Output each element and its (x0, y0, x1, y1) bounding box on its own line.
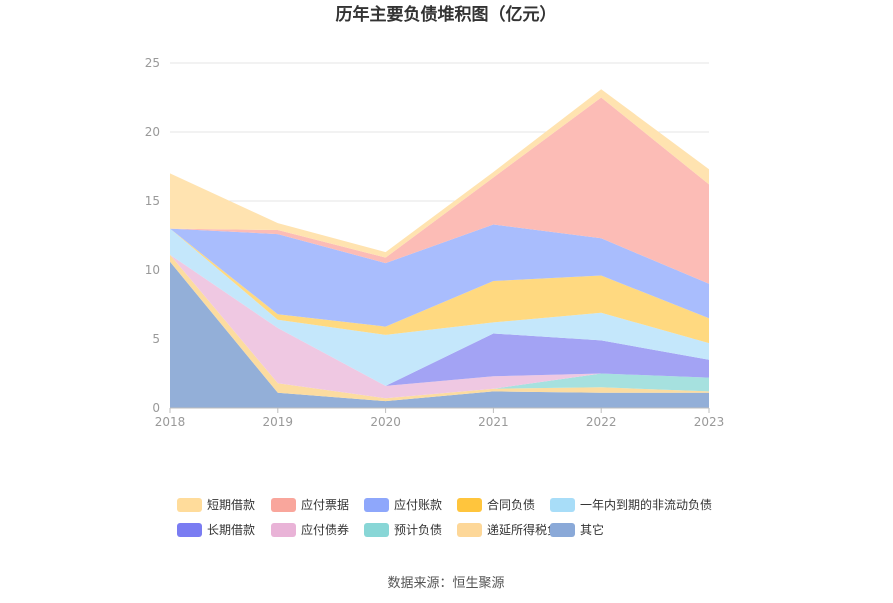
series-area (170, 97, 709, 284)
legend-item[interactable]: 应付债券 (271, 522, 349, 537)
y-tick-label: 10 (145, 263, 160, 277)
legend-item[interactable]: 预计负债 (364, 523, 442, 537)
legend-label: 预计负债 (394, 523, 442, 537)
legend-swatch (550, 498, 575, 512)
y-tick-label: 0 (152, 401, 160, 415)
series-area (170, 261, 709, 408)
series-area (170, 228, 709, 344)
legend-swatch (364, 523, 389, 537)
legend-item[interactable]: 长期借款 (177, 523, 255, 537)
y-tick-label: 25 (145, 56, 160, 70)
legend-label: 应付债券 (301, 522, 349, 537)
legend-swatch (177, 523, 202, 537)
axes: 0 5 10 15 20 25 2018 2019 2020 2021 2022 2023 (145, 56, 725, 429)
legend-label: 长期借款 (207, 523, 255, 537)
series-area (170, 254, 709, 386)
areas (170, 89, 709, 408)
legend-item[interactable]: 应付账款 (364, 497, 442, 512)
x-tick-label: 2019 (263, 415, 294, 429)
x-tick-label: 2020 (370, 415, 401, 429)
legend-item[interactable]: 其它 (550, 522, 604, 537)
legend-label: 一年内到期的非流动负债 (580, 497, 712, 512)
series-area (170, 254, 709, 399)
y-tick-label: 15 (145, 194, 160, 208)
legend-item[interactable]: 一年内到期的非流动负债 (550, 497, 712, 512)
legend-label: 应付票据 (301, 497, 349, 512)
legend-swatch (457, 498, 482, 512)
legend-label: 应付账款 (394, 497, 442, 512)
legend-swatch (177, 498, 202, 512)
series-area (170, 254, 709, 399)
legend-label: 合同负债 (487, 497, 535, 512)
x-tick-label: 2018 (155, 415, 186, 429)
legend-swatch (271, 523, 296, 537)
legend-label: 短期借款 (207, 498, 255, 512)
x-tick-label: 2022 (586, 415, 617, 429)
data-source: 数据来源：恒生聚源 (387, 576, 504, 591)
series-area (170, 228, 709, 386)
y-tick-label: 20 (145, 125, 160, 139)
legend-label: 其它 (580, 522, 604, 537)
series-area (170, 224, 709, 327)
legend-swatch (271, 498, 296, 512)
legend-item[interactable]: 合同负债 (457, 497, 535, 512)
legend-swatch (364, 498, 389, 512)
x-tick-label: 2021 (478, 415, 509, 429)
legend-item[interactable]: 应付票据 (271, 497, 349, 512)
y-tick-label: 5 (152, 332, 160, 346)
legend-swatch (550, 523, 575, 537)
legend-item[interactable]: 短期借款 (177, 498, 255, 512)
chart-title: 历年主要负债堆积图（亿元） (336, 4, 557, 25)
x-tick-label: 2023 (694, 415, 725, 429)
legend[interactable]: 短期借款 应付票据 应付账款 合同负债 一年内到期的非流动负债长期借款 应付债券 预计负债递… (177, 497, 712, 537)
legend-swatch (457, 523, 482, 537)
